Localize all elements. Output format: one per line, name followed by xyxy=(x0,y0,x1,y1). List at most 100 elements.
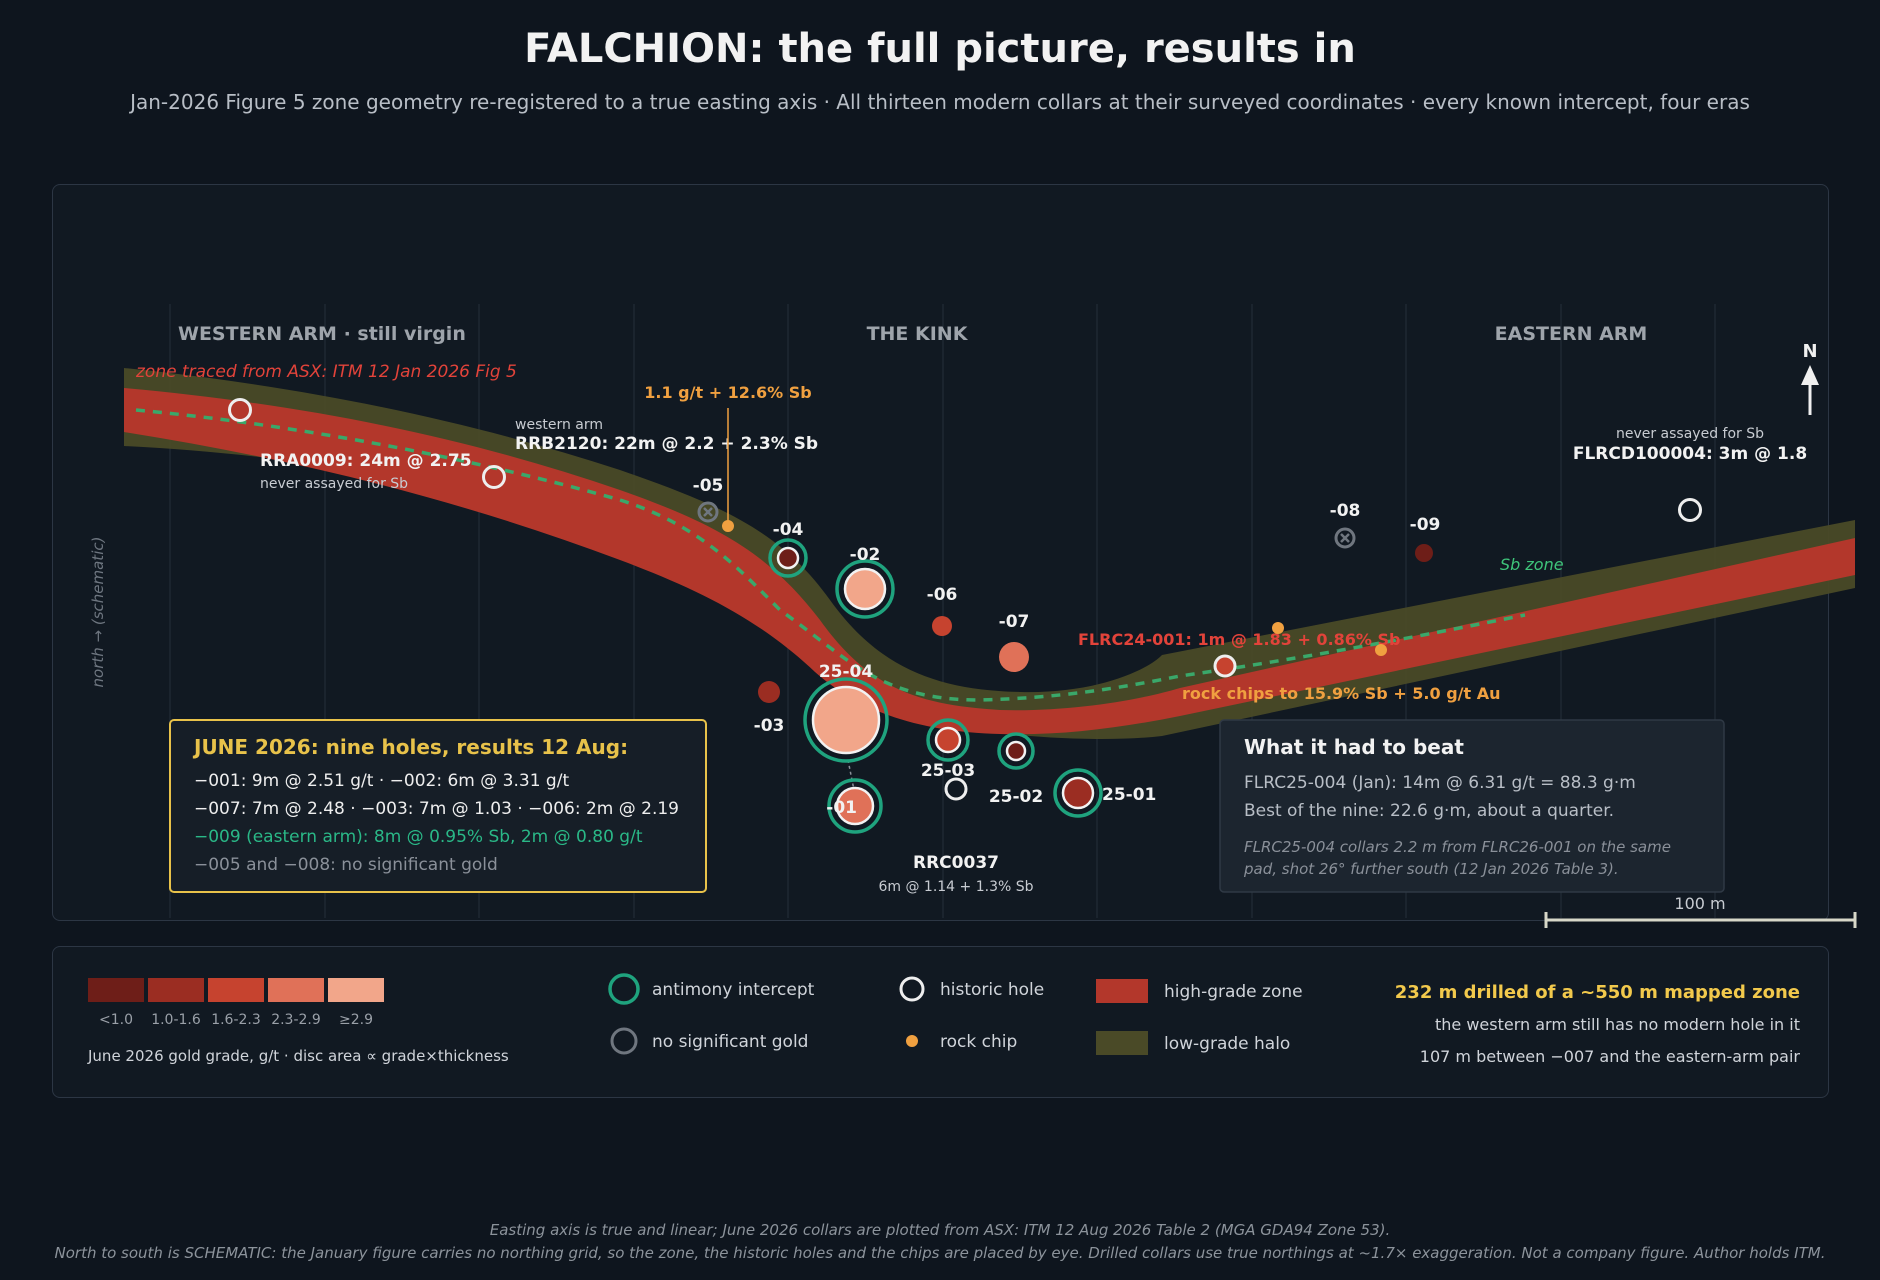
sb-zone-trace xyxy=(135,408,1526,702)
rock-chip-kink-label: 1.1 g/t + 12.6% Sb xyxy=(644,383,811,402)
hole-25-02-antimony-ring xyxy=(997,732,1035,770)
hole-label-25-04: 25-04 xyxy=(819,662,874,682)
hole-25-04-disc xyxy=(811,685,881,755)
rock-chip-legend-label: rock chip xyxy=(940,1032,1017,1052)
rrc0037-note: 6m @ 1.14 + 1.3% Sb xyxy=(878,879,1033,895)
high-grade-zone xyxy=(124,388,1855,735)
grade-swatch-1 xyxy=(148,978,204,1002)
no-gold-legend-icon xyxy=(610,1027,638,1055)
halo-legend-label: low-grade halo xyxy=(1164,1034,1290,1054)
low-grade-halo xyxy=(124,368,1855,740)
june-results-box xyxy=(169,719,707,893)
hole-label-05: -05 xyxy=(693,476,724,496)
hole-25-03-disc xyxy=(934,726,962,754)
legend-panel xyxy=(52,946,1829,1098)
grade-caption: June 2026 gold grade, g/t · disc area ∝ … xyxy=(87,1047,509,1065)
hole-25-04-antimony-ring xyxy=(803,677,889,763)
summary-line2: 107 m between −007 and the eastern-arm p… xyxy=(1420,1047,1801,1066)
scale-bar xyxy=(1544,912,1857,928)
hole-01-disc xyxy=(835,786,875,826)
historic-legend-icon xyxy=(899,976,925,1002)
rock-chip-east-2 xyxy=(1375,644,1387,656)
kink-label: THE KINK xyxy=(867,323,969,345)
hole-label-25-01: 25-01 xyxy=(1102,785,1156,805)
hole-08-cross-icon xyxy=(1340,533,1350,543)
high-grade-legend-swatch xyxy=(1096,979,1148,1003)
zone-trace-note: zone traced from ASX: ITM 12 Jan 2026 Fi… xyxy=(135,362,517,382)
historic-legend-label: historic hole xyxy=(940,980,1044,1000)
page-title: FALCHION: the full picture, results in xyxy=(524,26,1356,72)
hole-25-03-antimony-ring xyxy=(926,718,970,762)
grade-swatch-4 xyxy=(328,978,384,1002)
sb-zone-label: Sb zone xyxy=(1500,555,1564,574)
rock-chip-east-1 xyxy=(1272,622,1284,634)
scale-label: 100 m xyxy=(1674,894,1725,913)
grade-swatch-3 xyxy=(268,978,324,1002)
beat-box-note2: pad, shot 26° further south (12 Jan 2026… xyxy=(1243,860,1619,878)
eastern-arm-label: EASTERN ARM xyxy=(1495,323,1648,345)
beat-box-note1: FLRC25-004 collars 2.2 m from FLRC26-001… xyxy=(1244,838,1671,856)
hole-02-antimony-ring xyxy=(835,559,895,619)
historic-hole-rrb2120 xyxy=(482,465,506,489)
hole-25-02-disc xyxy=(1005,740,1027,762)
flrcd100004-note: never assayed for Sb xyxy=(1616,426,1764,442)
antimony-legend-icon xyxy=(608,973,640,1005)
historic-hole-flrcd100004 xyxy=(1678,498,1702,522)
grade-bin-label-3: 2.3-2.9 xyxy=(271,1012,321,1028)
grade-swatch-2 xyxy=(208,978,264,1002)
page-subtitle: Jan-2026 Figure 5 zone geometry re-regis… xyxy=(130,90,1750,114)
hole-01-antimony-ring xyxy=(827,778,883,834)
hole-07-disc xyxy=(999,642,1029,672)
high-grade-legend-label: high-grade zone xyxy=(1164,982,1303,1002)
hole-04-disc xyxy=(776,546,800,570)
axis-note: north → (schematic) xyxy=(89,537,107,688)
hole-03-disc xyxy=(758,681,780,703)
historic-hole-flrc24-001 xyxy=(1213,654,1237,678)
hole-label-25-03: 25-03 xyxy=(921,761,975,781)
june-box-line3: −009 (eastern arm): 8m @ 0.95% Sb, 2m @ … xyxy=(194,827,643,847)
hole-label-04: -04 xyxy=(773,520,804,540)
grade-bin-label-1: 1.0-1.6 xyxy=(151,1012,201,1028)
summary-line1: the western arm still has no modern hole… xyxy=(1435,1015,1800,1034)
flrc24-label: FLRC24-001: 1m @ 1.83 + 0.86% Sb xyxy=(1078,630,1400,649)
flrcd100004-label: FLRCD100004: 3m @ 1.8 xyxy=(1573,444,1807,464)
grade-bin-label-4: ≥2.9 xyxy=(339,1012,373,1028)
june-box-line4: −005 and −008: no significant gold xyxy=(194,855,498,875)
rock-chip-kink xyxy=(722,520,734,532)
rrb2120-label: RRB2120: 22m @ 2.2 + 2.3% Sb xyxy=(515,434,818,454)
beat-box xyxy=(1219,719,1725,893)
grade-swatch-0 xyxy=(88,978,144,1002)
western-arm-label: WESTERN ARM · still virgin xyxy=(178,323,466,345)
hole-label-07: -07 xyxy=(999,612,1030,632)
hole-label-01: -01 xyxy=(826,798,857,818)
june-box-line2: −007: 7m @ 2.48 · −003: 7m @ 1.03 · −006… xyxy=(194,799,679,819)
no-gold-legend-label: no significant gold xyxy=(652,1032,808,1052)
hole-label-08: -08 xyxy=(1330,501,1361,521)
hole-label-25-02: 25-02 xyxy=(989,787,1043,807)
hole-09-disc xyxy=(1415,544,1433,562)
hole-25-01-antimony-ring xyxy=(1053,768,1103,818)
historic-hole-rra0009 xyxy=(228,398,252,422)
hole-06-disc xyxy=(932,616,952,636)
north-arrow-icon xyxy=(1801,365,1819,415)
hole-label-06: -06 xyxy=(927,585,958,605)
footnote-2: North to south is SCHEMATIC: the January… xyxy=(54,1244,1826,1262)
june-box-line1: −001: 9m @ 2.51 g/t · −002: 6m @ 3.31 g/… xyxy=(194,771,569,791)
rrb2120-note: western arm xyxy=(515,417,603,433)
hole-label-03: -03 xyxy=(754,716,785,736)
rra0009-label: RRA0009: 24m @ 2.75 xyxy=(260,451,472,471)
grade-bin-label-2: 1.6-2.3 xyxy=(211,1012,261,1028)
rrc0037-label: RRC0037 xyxy=(913,853,999,873)
beat-box-line2: Best of the nine: 22.6 g·m, about a quar… xyxy=(1244,801,1614,821)
rock-chip-legend-icon xyxy=(906,1035,918,1047)
antimony-legend-label: antimony intercept xyxy=(652,980,815,1000)
hole-label-09: -09 xyxy=(1410,515,1441,535)
modern-hole-collars xyxy=(697,501,1433,834)
north-label: N xyxy=(1802,341,1817,362)
grade-legend: <1.0 1.0-1.6 1.6-2.3 2.3-2.9 ≥2.9 xyxy=(88,978,384,1028)
rra0009-note: never assayed for Sb xyxy=(260,476,408,492)
footnote-1: Easting axis is true and linear; June 20… xyxy=(489,1221,1391,1239)
rock-chip-east-label: rock chips to 15.9% Sb + 5.0 g/t Au xyxy=(1182,684,1501,703)
hole-08-no-gold xyxy=(1334,527,1356,549)
